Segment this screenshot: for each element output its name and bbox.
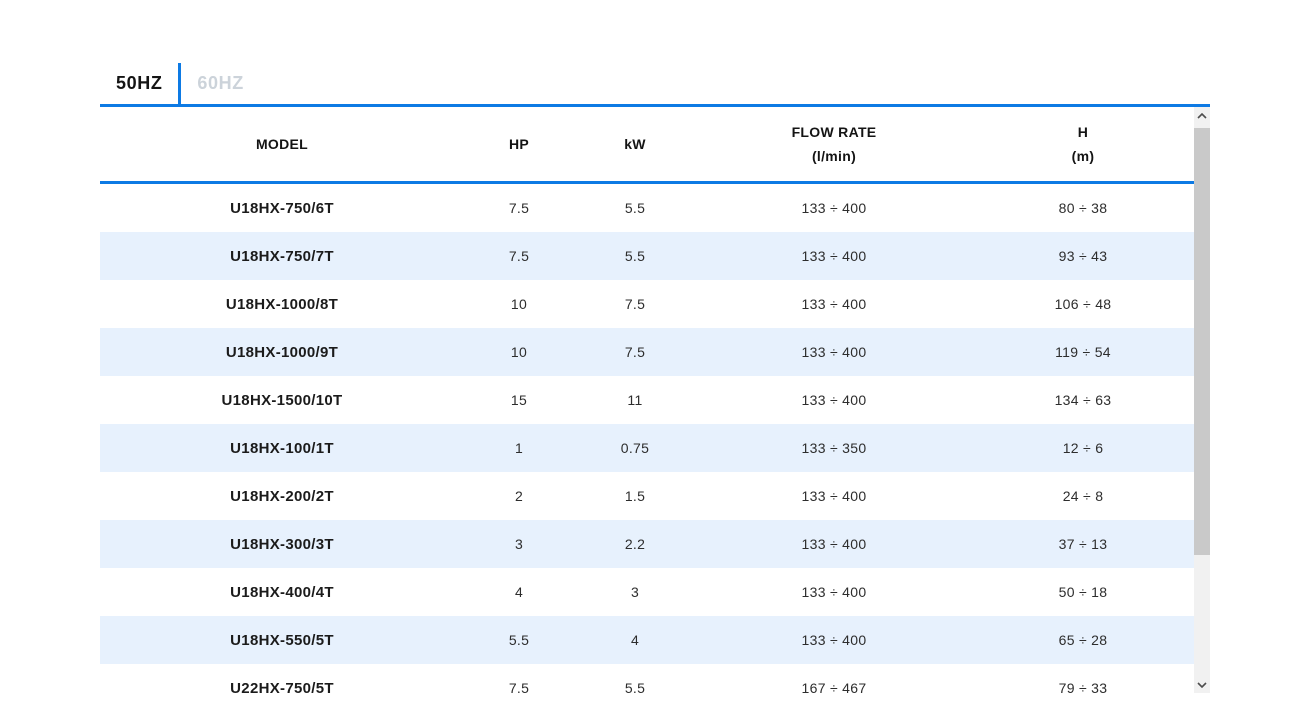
col-header-flow-rate: FLOW RATE (l/min) — [696, 107, 972, 184]
col-header-label: H — [1077, 124, 1089, 140]
kw-cell: 5.5 — [624, 200, 646, 216]
hp-cell: 1 — [514, 440, 524, 456]
table-row[interactable]: U18HX-1000/9T 10 7.5 133 ÷ 400 119 ÷ 54 — [100, 328, 1194, 376]
kw-cell: 1.5 — [624, 488, 646, 504]
kw-cell: 5.5 — [624, 248, 646, 264]
hp-cell: 10 — [510, 296, 528, 312]
table-row[interactable]: U18HX-1500/10T 15 11 133 ÷ 400 134 ÷ 63 — [100, 376, 1194, 424]
table-row[interactable]: U18HX-750/7T 7.5 5.5 133 ÷ 400 93 ÷ 43 — [100, 232, 1194, 280]
head-cell: 12 ÷ 6 — [1062, 440, 1104, 456]
model-cell: U18HX-750/6T — [230, 199, 334, 217]
table-viewport: MODEL HP kW FLOW RATE (l/min) H (m) U1 — [100, 107, 1210, 693]
col-header-h: H (m) — [972, 107, 1194, 184]
chevron-up-icon — [1197, 112, 1207, 119]
col-header-model: MODEL — [100, 107, 464, 184]
flow-rate-cell: 133 ÷ 350 — [801, 440, 867, 456]
vertical-scrollbar[interactable] — [1194, 107, 1210, 693]
flow-rate-cell: 133 ÷ 400 — [801, 392, 867, 408]
model-cell: U18HX-1500/10T — [221, 391, 343, 409]
model-cell: U18HX-300/3T — [230, 535, 334, 553]
head-cell: 119 ÷ 54 — [1055, 344, 1111, 360]
table-row[interactable]: U22HX-750/5T 7.5 5.5 167 ÷ 467 79 ÷ 33 — [100, 664, 1194, 694]
flow-rate-cell: 133 ÷ 400 — [801, 200, 867, 216]
hp-cell: 2 — [514, 488, 524, 504]
col-header-label: HP — [508, 136, 530, 152]
flow-rate-cell: 133 ÷ 400 — [801, 296, 867, 312]
model-cell: U18HX-1000/8T — [225, 295, 339, 313]
head-cell: 24 ÷ 8 — [1062, 488, 1104, 504]
head-cell: 106 ÷ 48 — [1054, 296, 1112, 312]
hp-cell: 4 — [514, 584, 524, 600]
flow-rate-cell: 133 ÷ 400 — [801, 632, 867, 648]
col-header-unit: (l/min) — [811, 148, 857, 164]
tab-divider — [178, 63, 182, 104]
col-header-label: MODEL — [255, 136, 309, 152]
table-row[interactable]: U18HX-750/6T 7.5 5.5 133 ÷ 400 80 ÷ 38 — [100, 183, 1194, 233]
chevron-down-icon — [1197, 681, 1207, 688]
col-header-kw: kW — [574, 107, 696, 184]
kw-cell: 5.5 — [624, 680, 646, 693]
scroll-up-button[interactable] — [1194, 107, 1210, 124]
hp-cell: 15 — [510, 392, 528, 408]
model-cell: U18HX-1000/9T — [225, 343, 339, 361]
hp-cell: 7.5 — [508, 680, 530, 693]
table-row[interactable]: U18HX-400/4T 4 3 133 ÷ 400 50 ÷ 18 — [100, 568, 1194, 616]
flow-rate-cell: 133 ÷ 400 — [801, 248, 867, 264]
table-header: MODEL HP kW FLOW RATE (l/min) H (m) — [100, 107, 1194, 184]
tab-60hz[interactable]: 60HZ — [197, 73, 244, 93]
kw-cell: 3 — [630, 584, 640, 600]
model-cell: U18HX-200/2T — [230, 487, 334, 505]
model-cell: U22HX-750/5T — [230, 679, 334, 694]
flow-rate-cell: 133 ÷ 400 — [801, 344, 867, 360]
frequency-tabs: 50HZ 60HZ — [100, 63, 260, 104]
hp-cell: 5.5 — [508, 632, 530, 648]
hp-cell: 7.5 — [508, 200, 530, 216]
col-header-label: FLOW RATE — [791, 124, 877, 140]
kw-cell: 7.5 — [624, 296, 646, 312]
table-row[interactable]: U18HX-1000/8T 10 7.5 133 ÷ 400 106 ÷ 48 — [100, 280, 1194, 328]
table-body: U18HX-750/6T 7.5 5.5 133 ÷ 400 80 ÷ 38 U… — [100, 183, 1194, 694]
model-cell: U18HX-100/1T — [230, 439, 334, 457]
model-cell: U18HX-550/5T — [230, 631, 334, 649]
table-row[interactable]: U18HX-200/2T 2 1.5 133 ÷ 400 24 ÷ 8 — [100, 472, 1194, 520]
head-cell: 79 ÷ 33 — [1058, 680, 1108, 693]
model-cell: U18HX-400/4T — [230, 583, 334, 601]
model-cell: U18HX-750/7T — [230, 247, 334, 265]
hp-cell: 7.5 — [508, 248, 530, 264]
kw-cell: 7.5 — [624, 344, 646, 360]
head-cell: 134 ÷ 63 — [1054, 392, 1112, 408]
col-header-hp: HP — [464, 107, 574, 184]
table-row[interactable]: U18HX-550/5T 5.5 4 133 ÷ 400 65 ÷ 28 — [100, 616, 1194, 664]
flow-rate-cell: 167 ÷ 467 — [801, 680, 867, 693]
pump-spec-table: MODEL HP kW FLOW RATE (l/min) H (m) U1 — [100, 107, 1194, 693]
col-header-unit: (m) — [1071, 148, 1095, 164]
header-row: MODEL HP kW FLOW RATE (l/min) H (m) — [100, 107, 1194, 184]
tabs-underline — [100, 104, 1210, 107]
head-cell: 37 ÷ 13 — [1058, 536, 1108, 552]
flow-rate-cell: 133 ÷ 400 — [801, 584, 867, 600]
head-cell: 65 ÷ 28 — [1058, 632, 1108, 648]
hp-cell: 10 — [510, 344, 528, 360]
tab-50hz[interactable]: 50HZ — [116, 73, 163, 93]
kw-cell: 11 — [627, 392, 643, 408]
col-header-label: kW — [624, 136, 646, 152]
scrollbar-thumb[interactable] — [1194, 128, 1210, 555]
head-cell: 80 ÷ 38 — [1058, 200, 1108, 216]
table-row[interactable]: U18HX-100/1T 1 0.75 133 ÷ 350 12 ÷ 6 — [100, 424, 1194, 472]
table-row[interactable]: U18HX-300/3T 3 2.2 133 ÷ 400 37 ÷ 13 — [100, 520, 1194, 568]
kw-cell: 2.2 — [624, 536, 646, 552]
kw-cell: 4 — [630, 632, 640, 648]
hp-cell: 3 — [514, 536, 524, 552]
kw-cell: 0.75 — [620, 440, 650, 456]
flow-rate-cell: 133 ÷ 400 — [801, 488, 867, 504]
head-cell: 50 ÷ 18 — [1058, 584, 1108, 600]
scroll-down-button[interactable] — [1194, 676, 1210, 693]
flow-rate-cell: 133 ÷ 400 — [801, 536, 867, 552]
head-cell: 93 ÷ 43 — [1058, 248, 1108, 264]
